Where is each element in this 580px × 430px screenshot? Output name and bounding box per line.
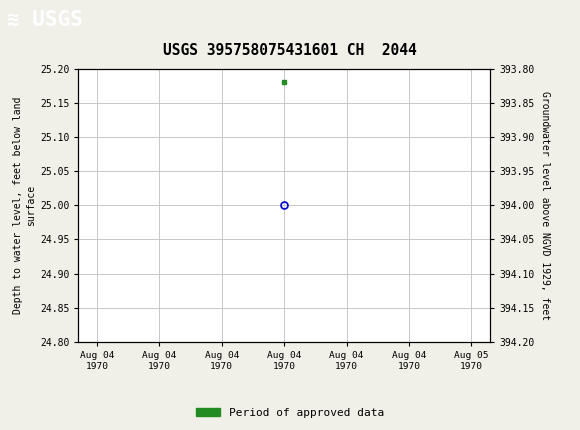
Y-axis label: Groundwater level above NGVD 1929, feet: Groundwater level above NGVD 1929, feet — [540, 91, 550, 320]
Text: USGS 395758075431601 CH  2044: USGS 395758075431601 CH 2044 — [163, 43, 417, 58]
Legend: Period of approved data: Period of approved data — [191, 403, 389, 422]
Y-axis label: Depth to water level, feet below land
surface: Depth to water level, feet below land su… — [13, 97, 36, 314]
Text: ≋ USGS: ≋ USGS — [7, 9, 83, 30]
